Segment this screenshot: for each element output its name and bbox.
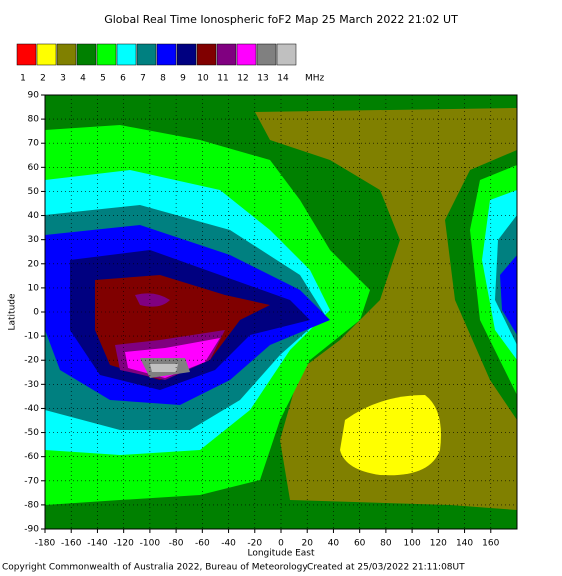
- legend-label: 10: [197, 74, 209, 84]
- y-axis-label: Latitude: [8, 293, 18, 331]
- x-tick-label: 140: [456, 539, 473, 549]
- legend-label: 1: [20, 74, 26, 84]
- legend-label: 6: [120, 74, 126, 84]
- legend-swatch: [56, 43, 77, 66]
- y-tick-label: 80: [28, 115, 40, 125]
- legend-label: 11: [217, 74, 228, 84]
- x-tick-label: 20: [301, 539, 313, 549]
- x-tick-label: 40: [328, 539, 340, 549]
- legend-label: 7: [140, 74, 146, 84]
- y-tick-label: 10: [28, 283, 40, 293]
- y-tick-label: 70: [28, 139, 40, 149]
- legend-swatch: [96, 43, 117, 66]
- x-tick-label: -20: [247, 539, 262, 549]
- legend-swatch: [256, 43, 277, 66]
- x-tick-label: 60: [354, 539, 366, 549]
- legend-swatch: [236, 43, 257, 66]
- x-tick-label: 160: [482, 539, 499, 549]
- y-tick-label: 90: [28, 91, 40, 101]
- x-tick-label: -80: [169, 539, 184, 549]
- x-tick-label: -180: [35, 539, 56, 549]
- x-tick-label: 0: [278, 539, 284, 549]
- legend-swatch: [116, 43, 137, 66]
- legend-unit: MHz: [305, 74, 325, 84]
- x-tick-label: 80: [380, 539, 392, 549]
- legend-label: 8: [160, 74, 166, 84]
- y-tick-label: -80: [24, 500, 39, 510]
- legend-swatch: [176, 43, 197, 66]
- x-tick-label: -60: [195, 539, 210, 549]
- legend-label: 3: [60, 74, 66, 84]
- x-tick-label: -100: [140, 539, 161, 549]
- legend-label: 9: [180, 74, 186, 84]
- legend-swatch: [76, 43, 97, 66]
- y-tick-label: -50: [24, 428, 39, 438]
- legend-swatch: [196, 43, 217, 66]
- y-tick-label: -30: [24, 380, 39, 390]
- title: Global Real Time Ionospheric foF2 Map 25…: [104, 13, 458, 26]
- legend-label: 13: [257, 74, 268, 84]
- y-tick-label: -60: [24, 452, 39, 462]
- legend-swatch: [216, 43, 237, 66]
- x-tick-label: -160: [61, 539, 82, 549]
- legend-label: 5: [100, 74, 106, 84]
- legend-label: 4: [80, 74, 86, 84]
- x-tick-label: -140: [87, 539, 108, 549]
- y-tick-label: -40: [24, 404, 39, 414]
- x-tick-label: -40: [221, 539, 236, 549]
- copyright: Copyright Commonwealth of Australia 2022…: [2, 563, 308, 573]
- legend-label: 2: [40, 74, 46, 84]
- legend-swatch: [16, 43, 37, 66]
- legend-swatch: [156, 43, 177, 66]
- created: Created at 25/03/2022 21:11:08UT: [307, 563, 465, 573]
- legend-swatch: [136, 43, 157, 66]
- y-tick-label: 20: [28, 259, 40, 269]
- legend-label: 12: [237, 74, 248, 84]
- legend-swatch: [276, 43, 297, 66]
- x-tick-label: -120: [113, 539, 134, 549]
- x-tick-label: 100: [404, 539, 421, 549]
- legend-swatch: [36, 43, 57, 66]
- y-tick-label: -90: [24, 525, 39, 535]
- y-tick-label: 60: [28, 163, 40, 173]
- x-axis-label: Longitude East: [247, 549, 315, 559]
- y-tick-label: 30: [28, 235, 40, 245]
- y-tick-label: -70: [24, 476, 39, 486]
- y-tick-label: -20: [24, 356, 39, 366]
- y-tick-label: -10: [24, 332, 39, 342]
- y-tick-label: 0: [33, 308, 39, 318]
- x-tick-label: 120: [430, 539, 447, 549]
- y-tick-label: 40: [28, 211, 40, 221]
- y-tick-label: 50: [28, 187, 40, 197]
- legend-label: 14: [277, 74, 289, 84]
